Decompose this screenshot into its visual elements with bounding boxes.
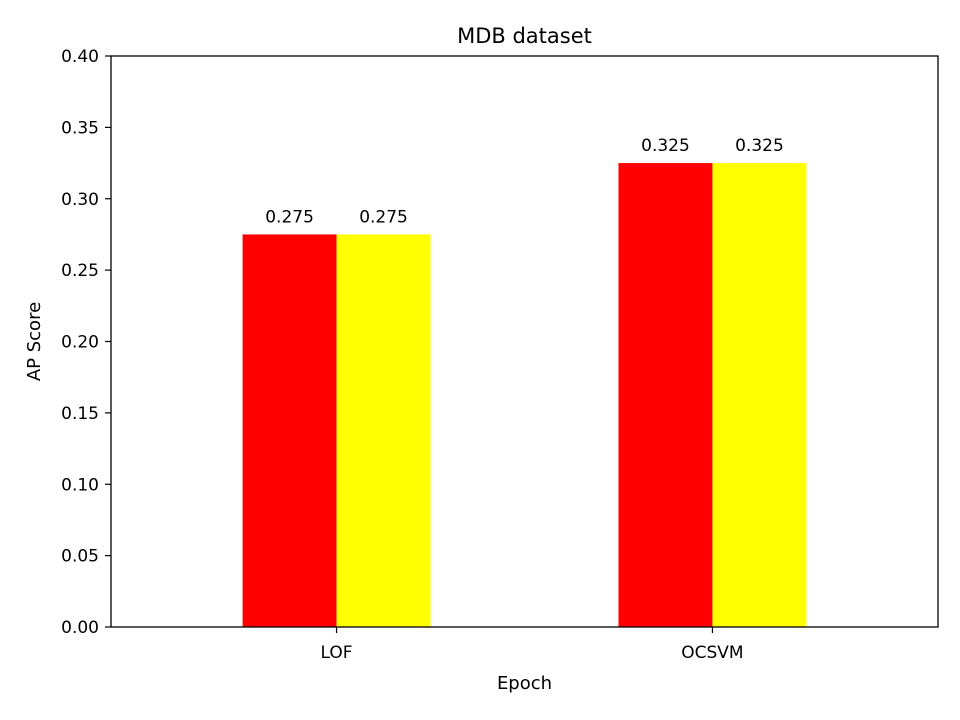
y-tick-label: 0.40 bbox=[61, 47, 99, 67]
chart-title: MDB dataset bbox=[457, 24, 592, 48]
x-axis: LOF OCSVM bbox=[321, 627, 744, 663]
y-tick-label: 0.20 bbox=[61, 333, 99, 353]
x-axis-title: Epoch bbox=[497, 673, 552, 694]
y-tick-label: 0.00 bbox=[61, 618, 99, 638]
bar-value-label: 0.275 bbox=[359, 207, 408, 227]
bar-value-label: 0.325 bbox=[641, 136, 690, 156]
y-tick-label: 0.05 bbox=[61, 547, 99, 567]
bars-layer bbox=[242, 163, 807, 627]
y-axis-title: AP Score bbox=[24, 302, 45, 381]
bar-labels-layer: 0.275 0.325 0.275 0.325 bbox=[265, 136, 784, 227]
bar-ocsvm-series-2 bbox=[712, 163, 807, 627]
y-tick-label: 0.10 bbox=[61, 475, 99, 495]
x-tick-label: OCSVM bbox=[681, 643, 743, 663]
bar-lof-series-1 bbox=[242, 234, 337, 627]
y-tick-label: 0.25 bbox=[61, 261, 99, 281]
bar-value-label: 0.325 bbox=[735, 136, 784, 156]
y-tick-label: 0.15 bbox=[61, 404, 99, 424]
y-tick-label: 0.35 bbox=[61, 118, 99, 138]
y-tick-label: 0.30 bbox=[61, 190, 99, 210]
bar-lof-series-2 bbox=[336, 234, 431, 627]
plot-frame bbox=[110, 55, 939, 628]
bar-ocsvm-series-1 bbox=[618, 163, 713, 627]
bar-value-label: 0.275 bbox=[265, 207, 314, 227]
x-tick-label: LOF bbox=[321, 643, 353, 663]
y-axis: 0.00 0.05 0.10 0.15 0.20 0.25 0.30 0.35 0.40 bbox=[61, 47, 111, 638]
